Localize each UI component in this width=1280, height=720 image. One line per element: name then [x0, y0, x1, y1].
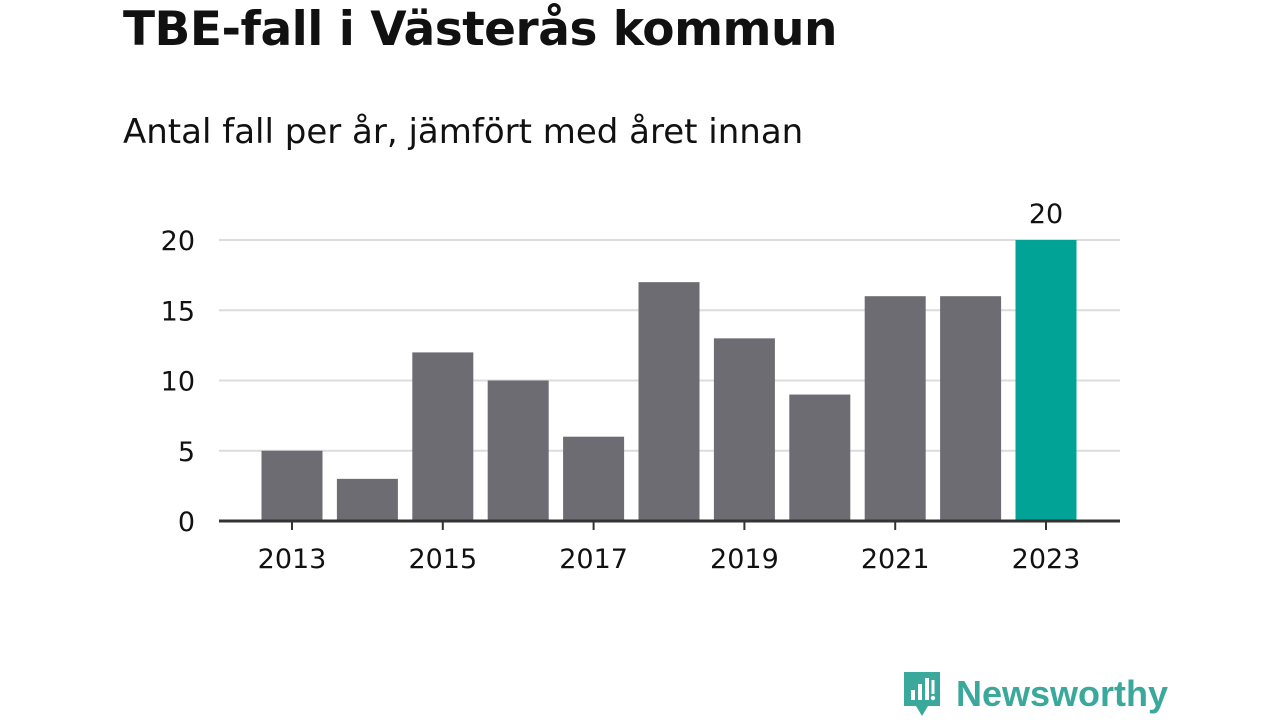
bar-chart: 20 0 5 10 15 20 2013 2015 2017 2019 2021 2023 [161, 199, 1120, 575]
bar-2022 [940, 296, 1002, 521]
x-tick-label: 2013 [258, 544, 327, 575]
x-tick-labels: 2013 2015 2017 2019 2021 2023 [258, 544, 1081, 575]
x-tick-label: 2015 [408, 544, 477, 575]
x-axis [219, 519, 1120, 530]
y-tick-label: 15 [161, 296, 195, 327]
x-tick-label: 2019 [710, 544, 779, 575]
bar-2021 [864, 296, 926, 521]
chart-title: TBE-fall i Västerås kommun [123, 2, 837, 57]
bar-2014 [336, 478, 398, 521]
bar-2023 [1015, 240, 1077, 521]
y-tick-label: 20 [161, 226, 195, 257]
x-tick-label: 2021 [861, 544, 930, 575]
y-tick-label: 0 [178, 507, 195, 538]
x-tick-label: 2017 [559, 544, 628, 575]
newsworthy-brand: Newsworthy [902, 670, 1168, 718]
data-label: 20 [1029, 199, 1063, 230]
bar-2015 [412, 352, 474, 521]
bar-2019 [713, 338, 775, 521]
y-tick-labels: 0 5 10 15 20 [161, 226, 195, 538]
chart-subtitle: Antal fall per år, jämfört med året inna… [123, 112, 804, 152]
x-tick-label: 2023 [1012, 544, 1081, 575]
y-tick-label: 10 [161, 367, 195, 398]
bar-2018 [638, 282, 700, 521]
bars [261, 240, 1077, 521]
bar-2017 [563, 436, 625, 521]
bar-2020 [789, 394, 851, 521]
data-labels: 20 [1029, 199, 1063, 230]
newsworthy-logo-icon [904, 672, 940, 716]
brand-name: Newsworthy [956, 673, 1169, 714]
bar-2013 [261, 450, 323, 521]
bar-2016 [487, 380, 549, 521]
y-tick-label: 5 [178, 437, 195, 468]
